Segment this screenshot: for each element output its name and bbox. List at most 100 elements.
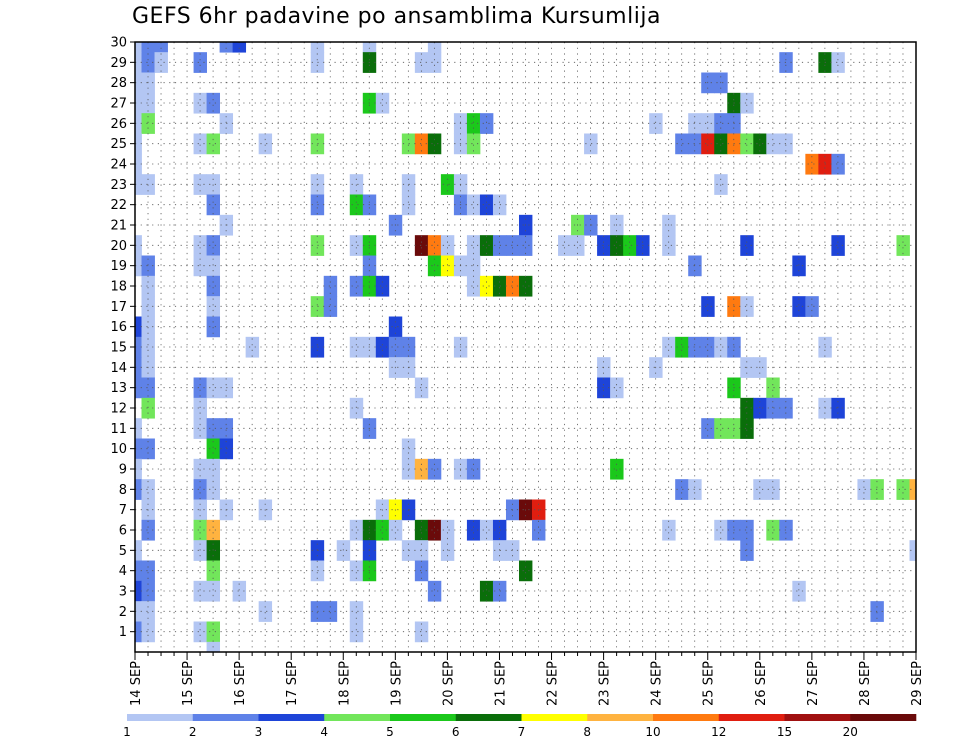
heatmap-cell	[440, 255, 455, 277]
heatmap-cell	[857, 479, 871, 500]
heatmap-cell	[896, 479, 910, 500]
heatmap-cell	[740, 92, 754, 114]
x-tick-label: 18 SEP	[337, 661, 352, 706]
chart-title: GEFS 6hr padavine po ansamblima Kursumli…	[132, 4, 661, 29]
heatmap-cell	[206, 92, 221, 114]
heatmap-cell	[466, 113, 481, 134]
heatmap-cell	[135, 357, 142, 378]
heatmap-cell	[753, 479, 767, 500]
heatmap-cell	[193, 458, 207, 480]
heatmap-cell	[518, 275, 533, 297]
heatmap-cell	[401, 336, 416, 358]
heatmap-cell	[193, 133, 207, 155]
heatmap-cell	[206, 296, 221, 317]
heatmap-cell	[135, 92, 142, 114]
legend-swatch	[653, 714, 720, 721]
heatmap-cell	[401, 540, 416, 561]
heatmap-cell	[427, 133, 442, 155]
heatmap-cell	[414, 133, 429, 155]
y-tick-label: 13	[110, 381, 127, 396]
y-tick-label: 8	[119, 483, 127, 498]
heatmap-cell	[505, 540, 520, 561]
heatmap-cell	[505, 275, 520, 297]
heatmap-cell	[206, 133, 221, 155]
y-tick-label: 21	[110, 219, 127, 234]
heatmap-cell	[492, 194, 507, 216]
heatmap-cell	[623, 235, 637, 256]
heatmap-cell	[427, 580, 442, 602]
heatmap-cell	[688, 479, 702, 500]
heatmap-cell	[141, 601, 155, 622]
heatmap-cell	[492, 580, 507, 602]
heatmap-cell	[401, 438, 416, 460]
heatmap-cell	[193, 255, 207, 277]
legend-swatch	[521, 714, 588, 721]
heatmap-cell	[375, 92, 390, 114]
heatmap-cell	[896, 235, 910, 256]
y-tick-label: 16	[110, 320, 127, 335]
heatmap-cell	[135, 133, 142, 155]
heatmap-cell	[610, 235, 624, 256]
heatmap-cells	[135, 42, 917, 653]
heatmap-cell	[532, 519, 546, 541]
heatmap-cell	[258, 133, 273, 155]
y-tick-label: 5	[119, 544, 127, 559]
heatmap-cell	[466, 458, 481, 480]
heatmap-cell	[141, 580, 155, 602]
heatmap-cell	[479, 275, 494, 297]
heatmap-cell	[141, 479, 155, 500]
heatmap-cell	[206, 458, 221, 480]
color-legend: 1 2 3 4 5 6 7 8 10 12 15 20	[123, 714, 917, 739]
heatmap-cell	[427, 458, 442, 480]
heatmap-cell	[740, 519, 754, 541]
heatmap-cell	[310, 42, 325, 53]
heatmap-cell	[206, 194, 221, 216]
heatmap-cell	[135, 336, 142, 358]
heatmap-cell	[649, 113, 663, 134]
heatmap-cell	[518, 560, 533, 582]
heatmap-cell	[193, 92, 207, 114]
heatmap-cell	[414, 458, 429, 480]
heatmap-cell	[440, 519, 455, 541]
heatmap-cell	[597, 235, 611, 256]
heatmap-cell	[206, 479, 221, 500]
heatmap-cell	[375, 275, 390, 297]
legend-label: 8	[583, 725, 591, 739]
heatmap-cell	[135, 418, 142, 439]
heatmap-cell	[701, 418, 715, 439]
legend-swatch	[784, 714, 851, 721]
x-tick-label: 16 SEP	[233, 661, 248, 706]
heatmap-cell	[141, 560, 155, 582]
heatmap-cell	[349, 519, 364, 541]
heatmap-cell	[141, 296, 155, 317]
heatmap-cell	[766, 397, 780, 419]
heatmap-cell	[206, 560, 221, 582]
heatmap-cell	[193, 235, 207, 256]
heatmap-cell	[831, 52, 845, 73]
heatmap-cell	[193, 580, 207, 602]
heatmap-cell	[701, 336, 715, 358]
x-tick-label: 14 SEP	[129, 661, 144, 706]
legend-label: 15	[777, 725, 792, 739]
heatmap-cell	[688, 113, 702, 134]
heatmap-cell	[688, 133, 702, 155]
heatmap-cell	[349, 560, 364, 582]
heatmap-cell	[831, 153, 845, 175]
heatmap-cell	[414, 560, 429, 582]
heatmap-cell	[701, 296, 715, 317]
heatmap-cell	[831, 235, 845, 256]
heatmap-cell	[135, 235, 142, 256]
heatmap-cell	[466, 519, 481, 541]
heatmap-cell	[701, 133, 715, 155]
heatmap-cell	[414, 621, 429, 643]
heatmap-cell	[675, 479, 689, 500]
heatmap-cell	[135, 255, 142, 277]
legend-swatch	[587, 714, 654, 721]
heatmap-cell	[740, 397, 754, 419]
heatmap-cell	[779, 397, 793, 419]
heatmap-cell	[414, 377, 429, 399]
y-tick-label: 12	[110, 402, 127, 417]
heatmap-cell	[427, 519, 442, 541]
heatmap-cell	[323, 275, 338, 297]
x-tick-label: 17 SEP	[285, 661, 300, 706]
